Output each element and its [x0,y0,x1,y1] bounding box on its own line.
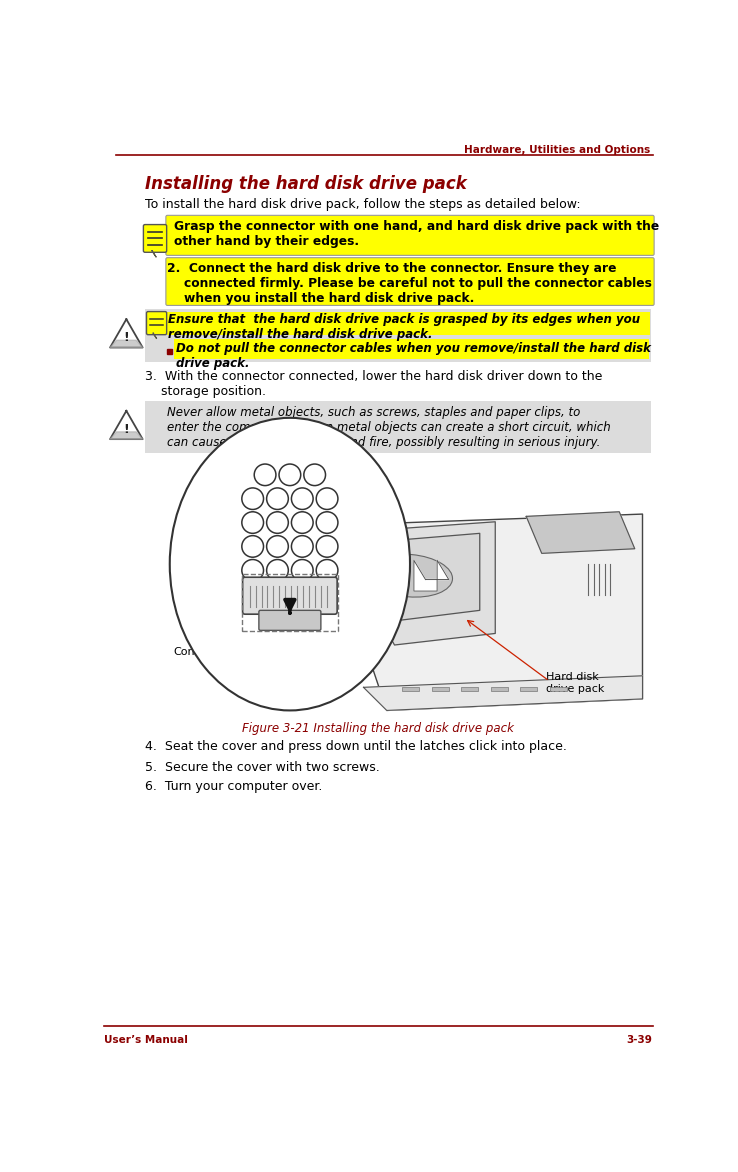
Text: 3.  With the connector connected, lower the hard disk driver down to the
    sto: 3. With the connector connected, lower t… [145,370,602,398]
FancyBboxPatch shape [143,225,167,252]
Text: Do not pull the connector cables when you remove/install the hard disk
drive pac: Do not pull the connector cables when yo… [176,342,651,370]
FancyBboxPatch shape [166,258,654,306]
Polygon shape [110,319,142,348]
Bar [402,687,419,691]
Text: !: ! [123,423,129,436]
FancyBboxPatch shape [243,578,337,614]
Polygon shape [325,515,643,710]
Polygon shape [110,431,142,440]
Polygon shape [110,340,142,348]
Ellipse shape [368,554,452,597]
FancyBboxPatch shape [147,312,167,335]
Bar [520,687,537,691]
Polygon shape [333,522,495,645]
Ellipse shape [170,418,410,710]
Polygon shape [526,512,635,553]
Text: 3-39: 3-39 [627,1035,652,1045]
Polygon shape [152,251,156,257]
Text: Ensure that  the hard disk drive pack is grasped by its edges when you
remove/in: Ensure that the hard disk drive pack is … [168,313,641,341]
Text: 2.  Connect the hard disk drive to the connector. Ensure they are
    connected : 2. Connect the hard disk drive to the co… [168,263,652,305]
Polygon shape [167,349,172,354]
Bar [550,687,567,691]
Polygon shape [110,411,142,440]
Text: Hardware, Utilities and Options: Hardware, Utilities and Options [464,145,650,155]
Bar [145,308,651,362]
Bar [167,312,650,335]
Text: User’s Manual: User’s Manual [104,1035,187,1045]
Text: 6.  Turn your computer over.: 6. Turn your computer over. [145,779,323,792]
FancyBboxPatch shape [259,611,321,631]
Bar [145,401,651,454]
Text: Installing the hard disk drive pack: Installing the hard disk drive pack [145,175,466,192]
Text: Never allow metal objects, such as screws, staples and paper clips, to
enter the: Never allow metal objects, such as screw… [168,406,611,449]
Bar [461,687,478,691]
Text: Hard disk
drive pack: Hard disk drive pack [545,672,604,694]
FancyBboxPatch shape [166,216,654,255]
Text: 5.  Secure the cover with two screws.: 5. Secure the cover with two screws. [145,762,379,775]
Polygon shape [364,676,643,710]
Text: Connector: Connector [173,647,231,657]
Bar [491,687,508,691]
Polygon shape [154,333,156,339]
Text: Figure 3-21 Installing the hard disk drive pack: Figure 3-21 Installing the hard disk dri… [242,722,514,735]
Text: 4.  Seat the cover and press down until the latches click into place.: 4. Seat the cover and press down until t… [145,740,567,752]
Bar [242,574,338,632]
Bar [432,687,449,691]
Text: To install the hard disk drive pack, follow the steps as detailed below:: To install the hard disk drive pack, fol… [145,198,581,211]
Polygon shape [414,560,449,591]
Polygon shape [340,533,480,622]
Text: !: ! [123,332,129,345]
Bar [173,340,649,360]
Text: Grasp the connector with one hand, and hard disk drive pack with the
other hand : Grasp the connector with one hand, and h… [173,220,659,248]
